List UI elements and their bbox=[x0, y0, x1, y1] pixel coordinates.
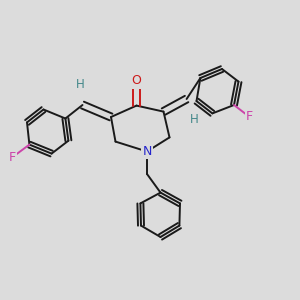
Text: F: F bbox=[246, 110, 253, 124]
Text: N: N bbox=[142, 145, 152, 158]
Text: O: O bbox=[132, 74, 141, 88]
Text: F: F bbox=[8, 151, 16, 164]
Text: H: H bbox=[76, 78, 85, 91]
Text: H: H bbox=[190, 112, 199, 126]
